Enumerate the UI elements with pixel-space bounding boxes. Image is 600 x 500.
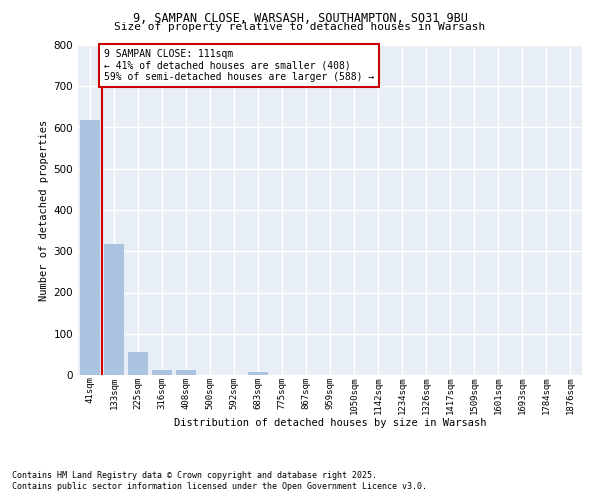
Y-axis label: Number of detached properties: Number of detached properties — [40, 120, 49, 300]
Bar — [248, 372, 268, 375]
Bar — [176, 370, 196, 375]
Bar — [80, 120, 100, 375]
Text: 9 SAMPAN CLOSE: 111sqm
← 41% of detached houses are smaller (408)
59% of semi-de: 9 SAMPAN CLOSE: 111sqm ← 41% of detached… — [104, 49, 374, 82]
Bar — [152, 370, 172, 375]
Text: Size of property relative to detached houses in Warsash: Size of property relative to detached ho… — [115, 22, 485, 32]
X-axis label: Distribution of detached houses by size in Warsash: Distribution of detached houses by size … — [174, 418, 486, 428]
Bar — [128, 352, 148, 375]
Bar — [104, 244, 124, 375]
Text: 9, SAMPAN CLOSE, WARSASH, SOUTHAMPTON, SO31 9BU: 9, SAMPAN CLOSE, WARSASH, SOUTHAMPTON, S… — [133, 12, 467, 26]
Text: Contains HM Land Registry data © Crown copyright and database right 2025.: Contains HM Land Registry data © Crown c… — [12, 471, 377, 480]
Text: Contains public sector information licensed under the Open Government Licence v3: Contains public sector information licen… — [12, 482, 427, 491]
